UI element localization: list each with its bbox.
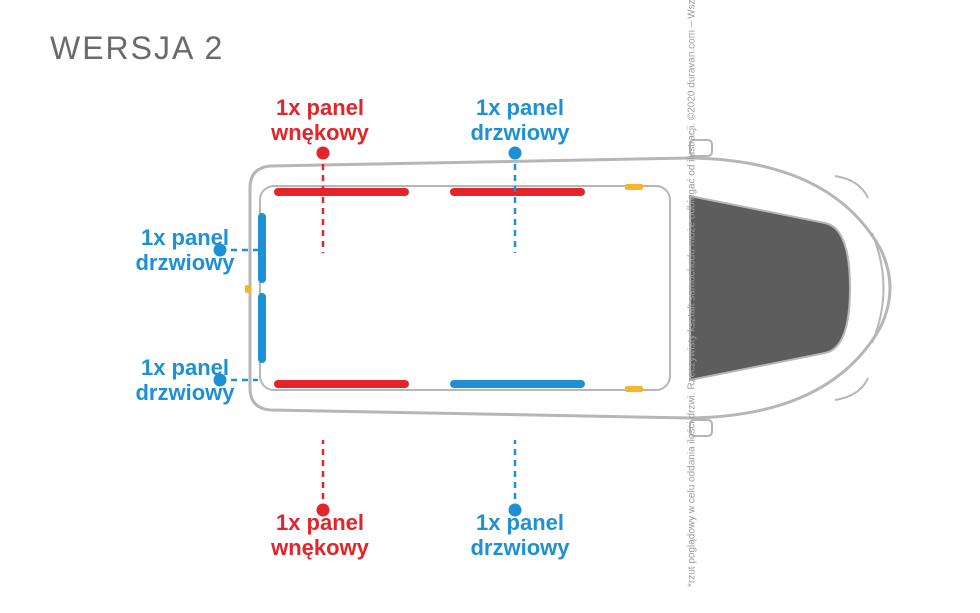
- panel-label-4: 1x panel wnękowy: [230, 510, 410, 561]
- panel-label-0: 1x panel wnękowy: [230, 95, 410, 146]
- copyright-text: *rzut poglądowy w celu oddania ilości dr…: [687, 27, 698, 587]
- panel-label-1: 1x panel drzwiowy: [430, 95, 610, 146]
- version-title: WERSJA 2: [50, 30, 224, 67]
- diagram-area: 1x panel wnękowy 1x panel drzwiowy 1x pane…: [0, 95, 980, 585]
- panel-label-2: 1x panel drzwiowy: [95, 225, 275, 276]
- panel-label-3: 1x panel drzwiowy: [95, 355, 275, 406]
- panel-label-5: 1x panel drzwiowy: [430, 510, 610, 561]
